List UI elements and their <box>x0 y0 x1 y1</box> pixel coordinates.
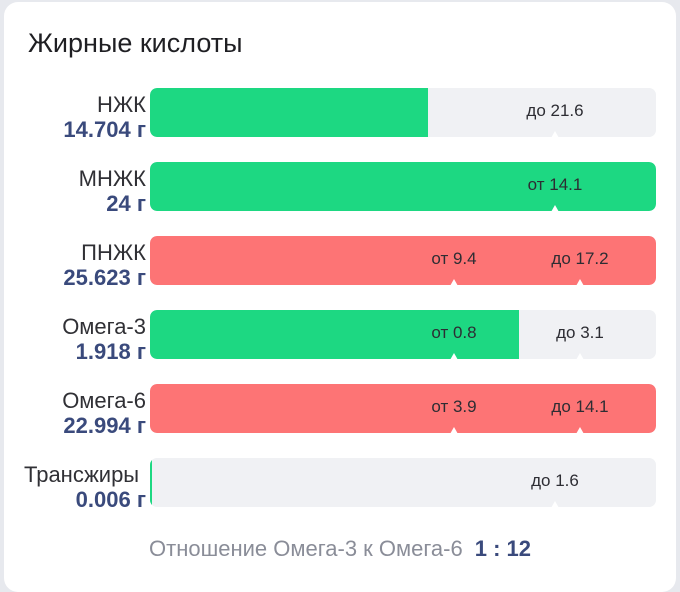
range-marker-label: от 3.9 <box>431 397 477 416</box>
nutrient-label: ПНЖК <box>81 240 146 265</box>
nutrient-row-trans-fats: Трансжиры 0.006 г до 1.6 <box>4 458 676 532</box>
marker-tick-icon <box>576 427 584 433</box>
nutrient-row-omega-3: Омега-3 1.918 г от 0.8 до 3.1 <box>4 310 676 384</box>
nutrient-label: МНЖК <box>78 166 146 191</box>
card-title: Жирные кислоты <box>28 28 243 58</box>
progress-fill <box>150 88 428 137</box>
progress-fill <box>150 162 656 211</box>
omega-ratio-value: 1 : 12 <box>474 536 531 561</box>
progress-fill <box>150 384 656 433</box>
nutrient-amount: 22.994 г <box>63 413 146 438</box>
progress-track: от 9.4 до 17.2 <box>150 236 656 285</box>
progress-track: от 3.9 до 14.1 <box>150 384 656 433</box>
marker-tick-icon <box>551 131 559 137</box>
nutrient-row-monounsaturated: МНЖК 24 г от 14.1 <box>4 162 676 236</box>
progress-fill <box>150 458 152 507</box>
range-marker-label: от 0.8 <box>431 323 477 342</box>
marker-tick-icon <box>450 279 458 285</box>
range-marker-label: от 14.1 <box>527 175 583 194</box>
nutrient-amount: 1.918 г <box>75 339 146 364</box>
omega-ratio: Отношение Омега-3 к Омега-6 1 : 12 <box>4 536 676 562</box>
marker-tick-icon <box>450 427 458 433</box>
marker-tick-icon <box>576 279 584 285</box>
nutrient-label: Омега-6 <box>62 388 146 413</box>
progress-track: от 0.8 до 3.1 <box>150 310 656 359</box>
nutrient-label: Трансжиры <box>24 462 140 487</box>
range-marker-label: от 9.4 <box>431 249 477 268</box>
nutrient-amount: 24 г <box>106 191 146 216</box>
range-marker-label: до 21.6 <box>526 101 584 120</box>
nutrient-amount: 0.006 г <box>75 487 146 512</box>
progress-fill <box>150 236 656 285</box>
range-marker-label: до 17.2 <box>551 249 609 268</box>
nutrient-label: НЖК <box>96 92 146 117</box>
marker-tick-icon <box>551 205 559 211</box>
nutrient-label: Омега-3 <box>62 314 146 339</box>
progress-track: до 21.6 <box>150 88 656 137</box>
fatty-acids-card: Жирные кислоты НЖК 14.704 г до 21.6 МНЖК… <box>4 2 676 592</box>
range-marker-label: до 1.6 <box>531 471 579 490</box>
marker-tick-icon <box>551 501 559 507</box>
range-marker-label: до 3.1 <box>556 323 604 342</box>
progress-track: от 14.1 <box>150 162 656 211</box>
marker-tick-icon <box>450 353 458 359</box>
nutrient-row-saturated: НЖК 14.704 г до 21.6 <box>4 88 676 162</box>
nutrient-row-polyunsaturated: ПНЖК 25.623 г от 9.4 до 17.2 <box>4 236 676 310</box>
marker-tick-icon <box>576 353 584 359</box>
progress-fill <box>150 310 519 359</box>
omega-ratio-label: Отношение Омега-3 к Омега-6 <box>149 536 463 561</box>
nutrient-row-omega-6: Омега-6 22.994 г от 3.9 до 14.1 <box>4 384 676 458</box>
nutrient-amount: 14.704 г <box>63 117 146 142</box>
nutrient-amount: 25.623 г <box>63 265 146 290</box>
range-marker-label: до 14.1 <box>551 397 609 416</box>
progress-track: до 1.6 <box>150 458 656 507</box>
